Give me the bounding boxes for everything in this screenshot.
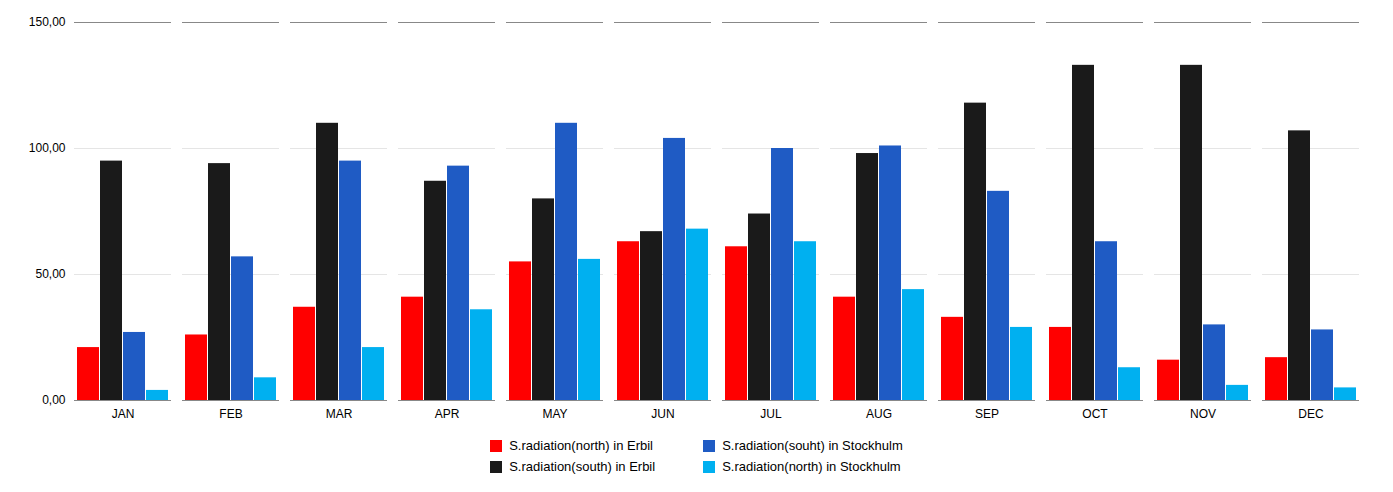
svg-text:MAY: MAY: [542, 407, 567, 421]
svg-text:MAR: MAR: [326, 407, 353, 421]
html-text:S.radiation(north) in Stockhul: S.radiation(north) in Stockhulm: [722, 459, 901, 474]
svg-text:NOV: NOV: [1190, 407, 1216, 421]
svg-text:APR: APR: [435, 407, 460, 421]
svg-text:FEB: FEB: [219, 407, 242, 421]
html-text:S.radiation(souht) in Stockhul: S.radiation(souht) in Stockhulm: [722, 438, 903, 453]
svg-text:100,00: 100,00: [29, 141, 66, 155]
svg-text:0,00: 0,00: [42, 393, 66, 407]
svg-text:AUG: AUG: [866, 407, 892, 421]
svg-text:JUN: JUN: [651, 407, 674, 421]
svg-text:DEC: DEC: [1298, 407, 1324, 421]
svg-text:JAN: JAN: [112, 407, 135, 421]
svg-text:JUL: JUL: [760, 407, 782, 421]
html-text:S.radiation(south) in Erbil: S.radiation(south) in Erbil: [509, 459, 656, 474]
svg-text:SEP: SEP: [975, 407, 999, 421]
html-text:S.radiation(north) in Erbil: S.radiation(north) in Erbil: [509, 438, 653, 453]
svg-text:OCT: OCT: [1082, 407, 1108, 421]
svg-text:150,00: 150,00: [29, 15, 66, 29]
svg-text:50,00: 50,00: [35, 267, 65, 281]
